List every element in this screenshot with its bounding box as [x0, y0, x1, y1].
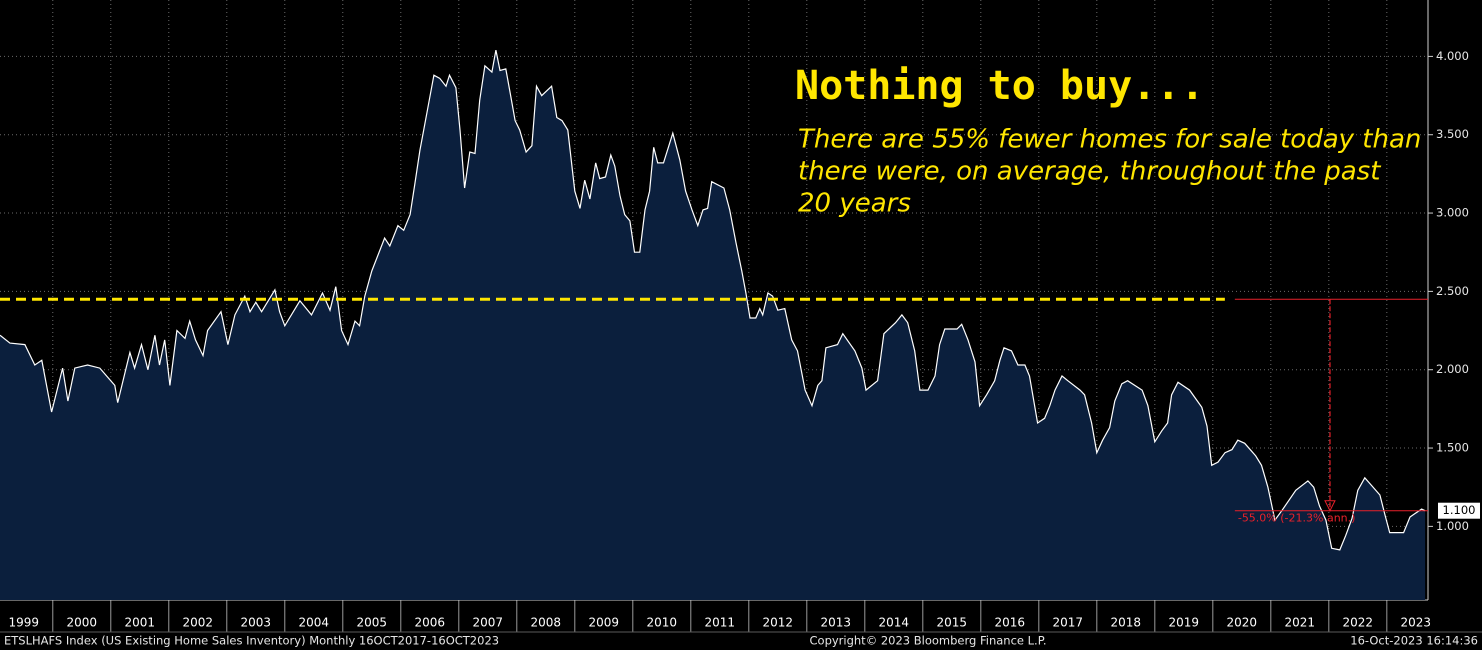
x-tick-label: 2014: [879, 616, 910, 630]
x-tick-label: 2015: [937, 616, 968, 630]
chart-title: Nothing to buy...: [795, 63, 1204, 109]
area-line: [0, 49, 1426, 551]
y-tick-label: 4.000: [1436, 49, 1469, 63]
footer-copyright: Copyright© 2023 Bloomberg Finance L.P.: [810, 634, 1047, 648]
x-tick-label: 2022: [1343, 616, 1374, 630]
last-value-label: 1.100: [1443, 503, 1476, 517]
x-tick-label: 2005: [357, 616, 388, 630]
x-tick-label: 2001: [125, 616, 156, 630]
footer-timestamp: 16-Oct-2023 16:14:36: [1350, 634, 1478, 648]
subtitle-line: 20 years: [798, 189, 911, 219]
x-tick-label: 2003: [241, 616, 272, 630]
plot-area: 1.000 1.500 2.000 2.500 3.000 3.500 4.000 1999 2…: [0, 0, 1482, 633]
y-tick-label: 3.500: [1436, 127, 1469, 141]
y-tick-label: 3.000: [1436, 206, 1469, 220]
x-tick-label: 2008: [531, 616, 562, 630]
x-tick-label: 2016: [995, 616, 1026, 630]
x-tick-label: 2021: [1285, 616, 1316, 630]
y-tick-label: 1.000: [1436, 519, 1469, 533]
x-tick-label: 2002: [183, 616, 214, 630]
y-tick-label: 2.500: [1436, 284, 1469, 298]
x-tick-label: 2018: [1111, 616, 1142, 630]
footer-source: ETSLHAFS Index (US Existing Home Sales I…: [4, 634, 499, 648]
x-tick-label: 2012: [763, 616, 794, 630]
x-tick-label: 2023: [1401, 616, 1432, 630]
x-tick-label: 2010: [647, 616, 678, 630]
x-tick-label: 2004: [299, 616, 330, 630]
x-tick-label: 2011: [705, 616, 736, 630]
x-tick-label: 2007: [473, 616, 504, 630]
x-tick-label: 2000: [67, 616, 98, 630]
y-tick-label: 2.000: [1436, 362, 1469, 376]
subtitle-line: there were, on average, throughout the p…: [798, 157, 1381, 187]
x-tick-label: 2009: [589, 616, 620, 630]
change-label: -55.0% (-21.3% ann.): [1238, 512, 1356, 525]
y-tick-label: 1.500: [1436, 441, 1469, 455]
x-tick-label: 2013: [821, 616, 852, 630]
x-tick-label: 2020: [1227, 616, 1258, 630]
area-fill: [0, 50, 1426, 601]
change-arrow: [1324, 500, 1336, 512]
last-value-box: [1438, 502, 1480, 519]
x-tick-label: 2006: [415, 616, 446, 630]
x-tick-label: 2017: [1053, 616, 1084, 630]
x-tick-label: 2019: [1169, 616, 1200, 630]
subtitle-line: There are 55% fewer homes for sale today…: [798, 125, 1421, 155]
x-tick-label: 1999: [9, 616, 40, 630]
